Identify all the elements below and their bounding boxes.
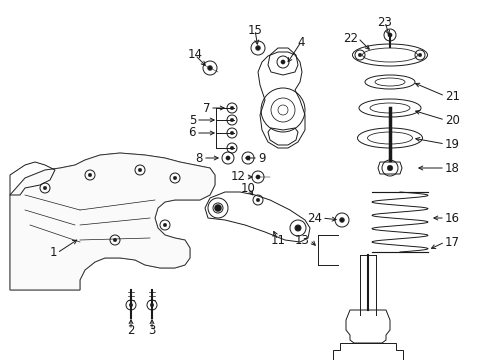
Circle shape [113,238,117,242]
Text: 11: 11 [270,234,285,247]
Circle shape [417,53,421,57]
Text: 7: 7 [202,102,209,114]
Text: 4: 4 [297,36,304,49]
Circle shape [207,66,212,71]
Circle shape [358,53,361,57]
Text: 17: 17 [444,235,459,248]
Circle shape [129,303,132,307]
Circle shape [230,131,233,135]
Text: 21: 21 [444,90,459,103]
Text: 18: 18 [444,162,459,175]
Polygon shape [10,153,215,290]
Text: 15: 15 [247,23,262,36]
Circle shape [245,156,249,160]
Text: 24: 24 [306,211,321,225]
Circle shape [43,186,47,190]
Text: 9: 9 [258,152,265,165]
Circle shape [230,118,233,122]
Text: 2: 2 [127,324,135,337]
Circle shape [386,165,392,171]
Text: 16: 16 [444,211,459,225]
Text: 6: 6 [188,126,196,139]
Circle shape [150,303,153,307]
Circle shape [214,204,221,211]
Text: 10: 10 [240,181,255,194]
Circle shape [339,217,344,222]
Text: 14: 14 [187,49,202,62]
Text: 1: 1 [49,247,57,260]
Text: 23: 23 [377,15,392,28]
Text: 8: 8 [195,152,203,165]
Text: 19: 19 [444,138,459,150]
Circle shape [255,46,260,50]
Circle shape [138,168,142,172]
Circle shape [387,33,391,37]
Circle shape [173,176,176,180]
Text: 20: 20 [444,113,459,126]
Text: 12: 12 [230,171,245,184]
Circle shape [216,206,219,210]
Circle shape [230,146,233,150]
Circle shape [230,106,233,110]
Circle shape [163,223,166,227]
Text: 22: 22 [342,31,357,45]
Text: 3: 3 [148,324,155,337]
Circle shape [256,198,259,202]
Circle shape [295,225,300,231]
Circle shape [88,173,92,177]
Text: 5: 5 [188,113,196,126]
Text: 13: 13 [295,234,309,247]
Circle shape [296,227,299,229]
Circle shape [225,156,230,160]
Circle shape [280,60,285,64]
Circle shape [255,175,260,179]
